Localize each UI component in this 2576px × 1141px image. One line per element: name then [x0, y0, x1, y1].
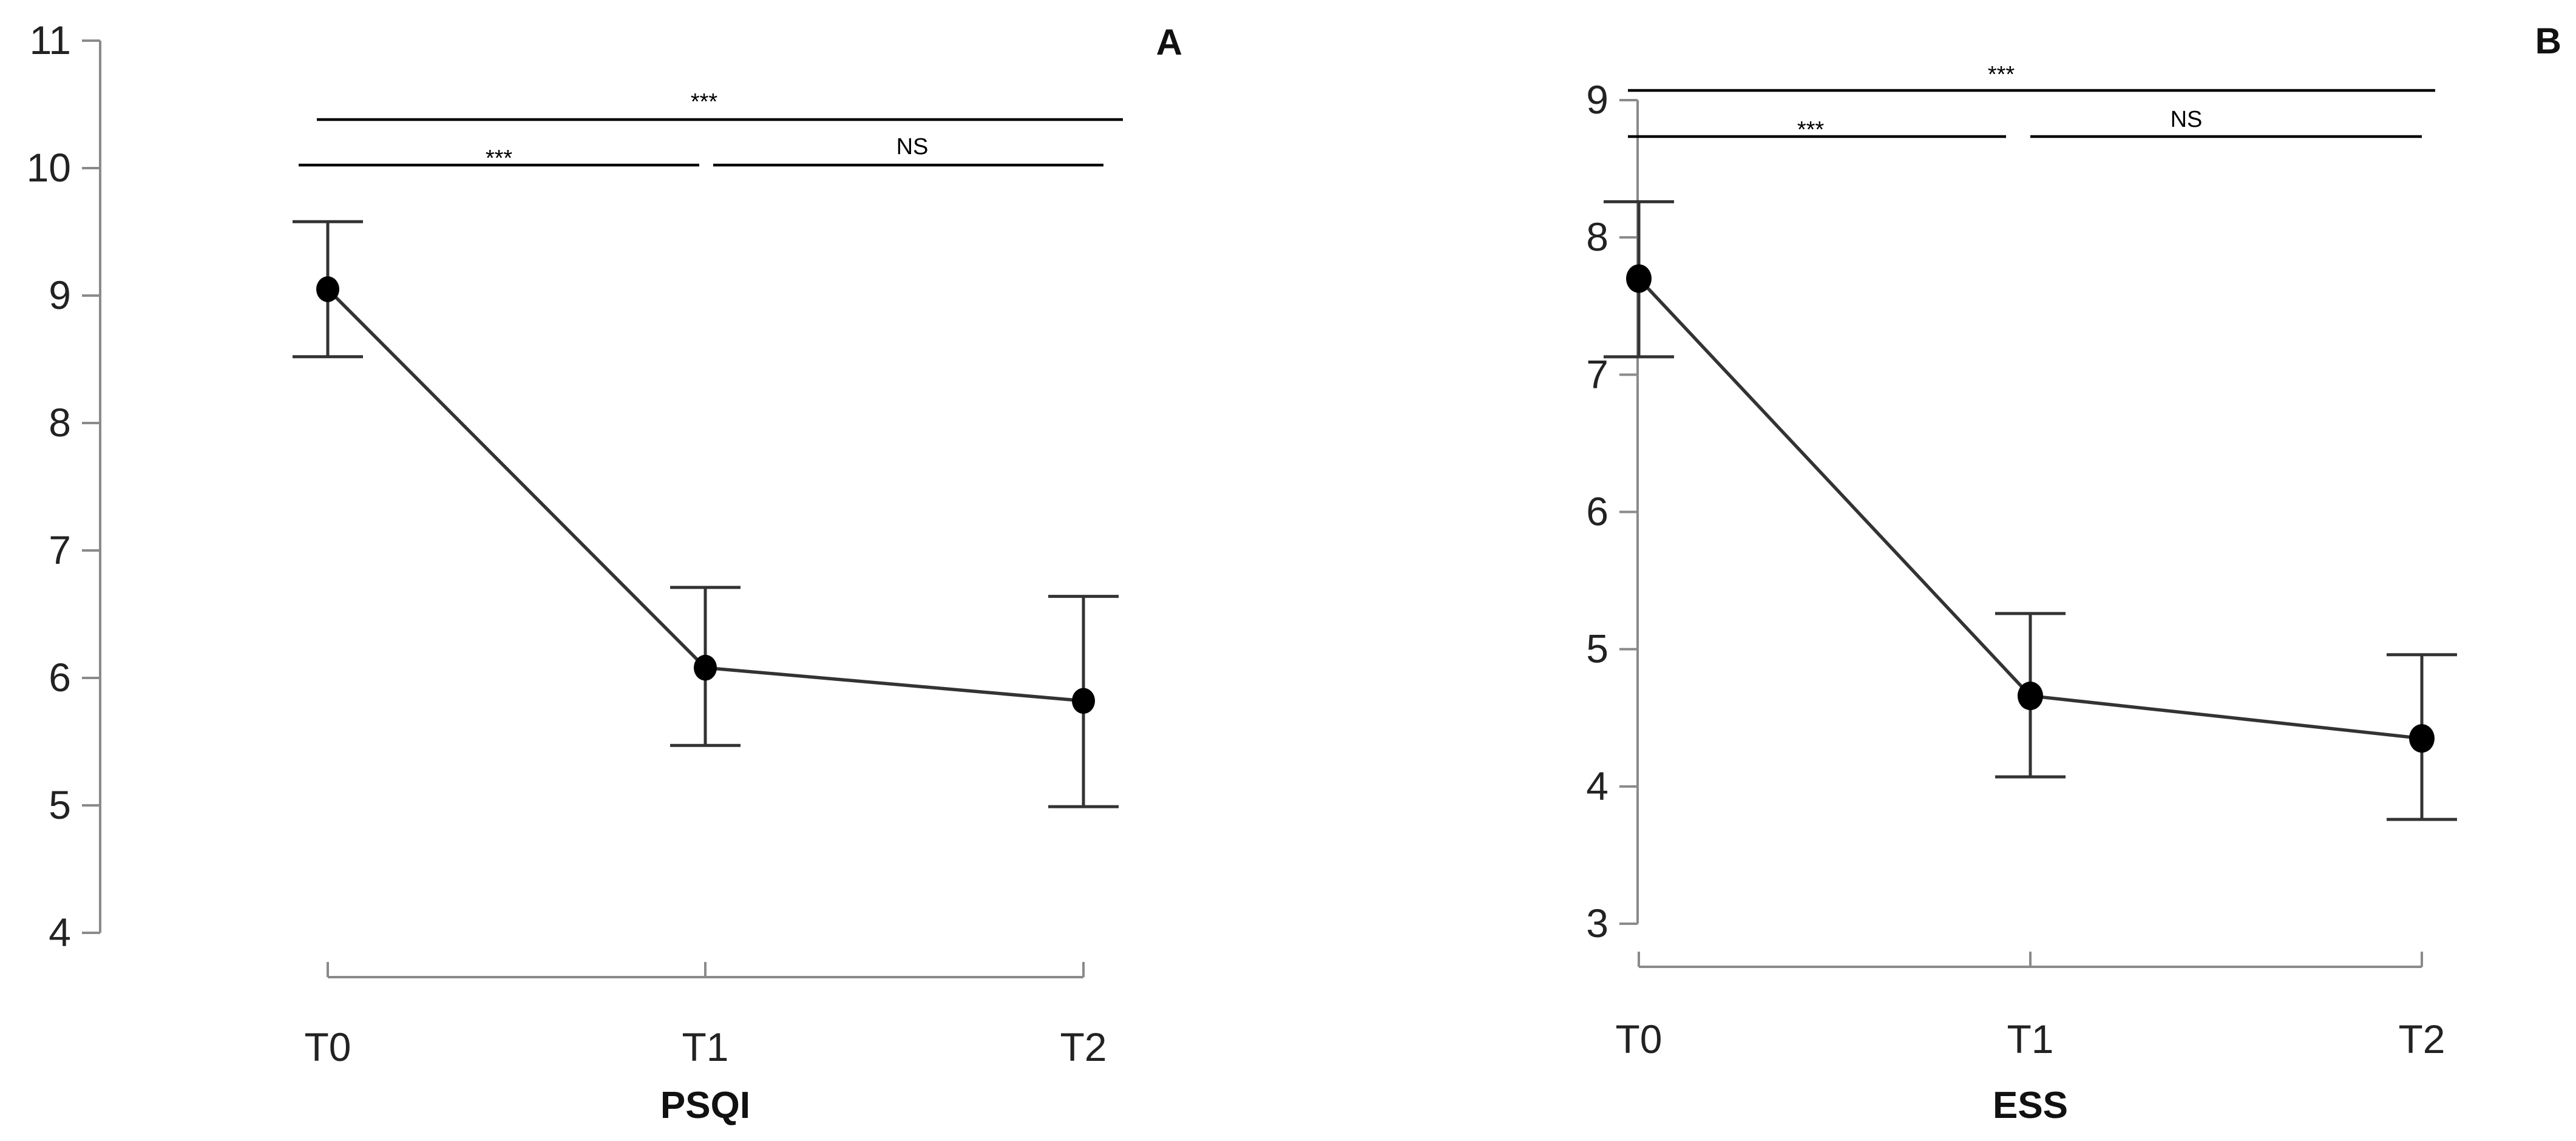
- x-tick-label: T2: [2398, 1017, 2445, 1061]
- x-axis-title: ESS: [1993, 1085, 2068, 1126]
- significance-label: ***: [1988, 62, 2015, 87]
- y-tick-label: 9: [1586, 77, 1608, 122]
- y-tick-label: 9: [49, 273, 71, 317]
- y-tick-label: 5: [49, 782, 71, 827]
- data-point: [2018, 682, 2043, 711]
- y-tick-label: 7: [1586, 351, 1608, 396]
- significance-label: ***: [1797, 117, 1825, 143]
- panel-label: B: [2535, 21, 2561, 61]
- data-point: [694, 654, 717, 681]
- chart-panel-b: 3 4 5 6 7 8 9 T0 T1 T2 ESS B *** *** NS: [1586, 21, 2561, 1126]
- data-point: [316, 276, 339, 302]
- y-tick-label: 4: [1586, 763, 1608, 808]
- y-tick-label: 8: [49, 400, 71, 445]
- data-point: [1626, 264, 1652, 293]
- data-point: [1072, 688, 1095, 714]
- y-tick-label: 10: [27, 145, 71, 190]
- significance-label: ***: [691, 89, 718, 115]
- chart-panel-a: 4 5 6 7 8 9 10 11 T0 T1 T2 PSQI A *** *** NS: [27, 18, 1182, 1126]
- x-tick-label: T1: [2007, 1017, 2053, 1061]
- data-point: [2409, 724, 2435, 753]
- x-axis-title: PSQI: [660, 1085, 750, 1126]
- significance-label: NS: [897, 134, 929, 160]
- y-tick-label: 5: [1586, 626, 1608, 671]
- x-tick-label: T0: [1615, 1017, 1662, 1061]
- significance-label: ***: [486, 146, 513, 171]
- y-tick-label: 8: [1586, 214, 1608, 259]
- y-tick-label: 6: [1586, 489, 1608, 534]
- x-tick-label: T0: [304, 1024, 351, 1069]
- x-tick-label: T1: [682, 1024, 728, 1069]
- y-tick-label: 6: [49, 655, 71, 700]
- y-tick-label: 7: [49, 527, 71, 572]
- panel-label: A: [1156, 22, 1182, 63]
- significance-label: NS: [2171, 107, 2203, 132]
- y-tick-label: 4: [49, 910, 71, 955]
- y-tick-label: 11: [29, 18, 71, 63]
- y-tick-label: 3: [1586, 901, 1608, 946]
- x-tick-label: T2: [1060, 1024, 1107, 1069]
